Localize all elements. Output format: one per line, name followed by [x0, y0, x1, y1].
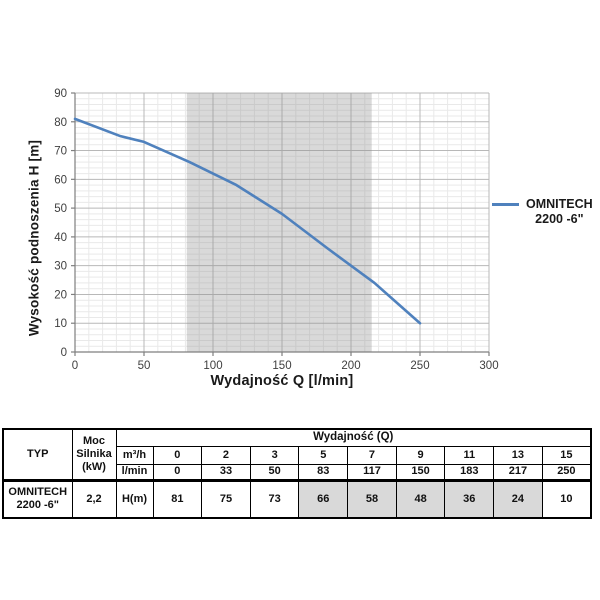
legend: OMNITECH 2200 -6": [492, 197, 593, 227]
flow-m3h-value: 13: [493, 445, 543, 465]
tick-label: 70: [54, 146, 67, 158]
chart-canvas: 0 50 100 150 200 250 300 0 10 20 30 40 50 60 70 80 90: [54, 88, 499, 372]
head-value: 81: [152, 479, 203, 519]
table-row: l/min 0 33 50 83 117 150 183 217 250: [3, 463, 592, 482]
col-header-typ: TYP: [2, 428, 73, 482]
tick-label: 30: [54, 261, 67, 273]
legend-label-line1: OMNITECH: [526, 197, 593, 211]
tick-label: 250: [410, 360, 429, 372]
flow-lmin-value: 183: [444, 463, 495, 482]
tick-label: 90: [54, 88, 67, 100]
flow-m3h-value: 0: [152, 445, 203, 465]
pump-model-name: OMNITECH 2200 -6": [2, 479, 73, 519]
unit-label-m3h: m³/h: [115, 445, 154, 465]
head-value: 75: [201, 479, 251, 519]
tick-label: 200: [341, 360, 360, 372]
flow-lmin-value: 217: [493, 463, 543, 482]
flow-lmin-value: 83: [298, 463, 349, 482]
flow-lmin-value: 0: [152, 463, 203, 482]
table-row: m³/h 0 2 3 5 7 9 11 13 15: [3, 445, 592, 465]
tick-label: 40: [54, 232, 67, 244]
flow-lmin-value: 33: [201, 463, 251, 482]
flow-lmin-value: 117: [347, 463, 397, 482]
x-axis-title: Wydajność Q [l/min]: [210, 373, 354, 389]
pump-curve-series: [73, 117, 422, 325]
recommended-range-band: [186, 93, 372, 352]
unit-label-head: H(m): [115, 479, 154, 519]
tick-label: 60: [54, 174, 67, 186]
flow-m3h-value: 5: [298, 445, 349, 465]
y-tick-labels: 0 10 20 30 40 50 60 70 80 90: [54, 88, 67, 359]
tick-label: 150: [272, 360, 291, 372]
flow-lmin-value: 250: [541, 463, 592, 482]
unit-label-lmin: l/min: [115, 463, 154, 482]
motor-power-value: 2,2: [71, 479, 117, 519]
head-value: 24: [493, 479, 543, 519]
tick-label: 80: [54, 117, 67, 129]
spec-table: TYP Moc Silnika (kW) Wydajność (Q) m³/h 0 2 3 5 7 9…: [2, 428, 592, 519]
flow-m3h-value: 7: [347, 445, 397, 465]
flow-m3h-value: 15: [541, 445, 592, 465]
legend-label-line2: 2200 -6": [535, 212, 584, 226]
tick-label: 50: [138, 360, 151, 372]
legend-line-icon: [492, 203, 519, 206]
head-value: 48: [395, 479, 446, 519]
tick-label: 0: [72, 360, 78, 372]
head-value: 66: [298, 479, 349, 519]
head-value: 58: [347, 479, 397, 519]
gridlines-major: [75, 92, 490, 352]
table-row: TYP Moc Silnika (kW) Wydajność (Q): [2, 428, 592, 482]
tick-label: 300: [479, 360, 498, 372]
flow-m3h-value: 2: [201, 445, 251, 465]
head-value: 36: [444, 479, 495, 519]
tick-label: 0: [61, 347, 67, 359]
tick-label: 20: [54, 289, 67, 301]
legend-label: OMNITECH 2200 -6": [526, 197, 593, 227]
tick-label: 10: [54, 318, 67, 330]
head-value: 73: [249, 479, 300, 519]
flow-m3h-value: 3: [249, 445, 300, 465]
flow-m3h-value: 9: [395, 445, 446, 465]
pump-curve-chart: 0 50 100 150 200 250 300 0 10 20 30 40 50 60 70 80 90 Wy…: [26, 88, 593, 389]
flow-m3h-value: 11: [444, 445, 495, 465]
flow-lmin-value: 50: [249, 463, 300, 482]
y-axis-title: Wysokość podnoszenia H [m]: [26, 139, 42, 337]
flow-lmin-value: 150: [395, 463, 446, 482]
table-row: OMNITECH 2200 -6" 2,2 H(m) 81 75 73 66 58 48 36 24 1…: [2, 479, 592, 519]
tick-label: 50: [54, 203, 67, 215]
head-value: 10: [541, 479, 592, 519]
x-tick-labels: 0 50 100 150 200 250 300: [72, 360, 499, 372]
tick-marks: [71, 92, 490, 356]
tick-label: 100: [203, 360, 222, 372]
col-header-motor-power: Moc Silnika (kW): [71, 428, 117, 482]
col-header-flow: Wydajność (Q): [115, 428, 592, 447]
